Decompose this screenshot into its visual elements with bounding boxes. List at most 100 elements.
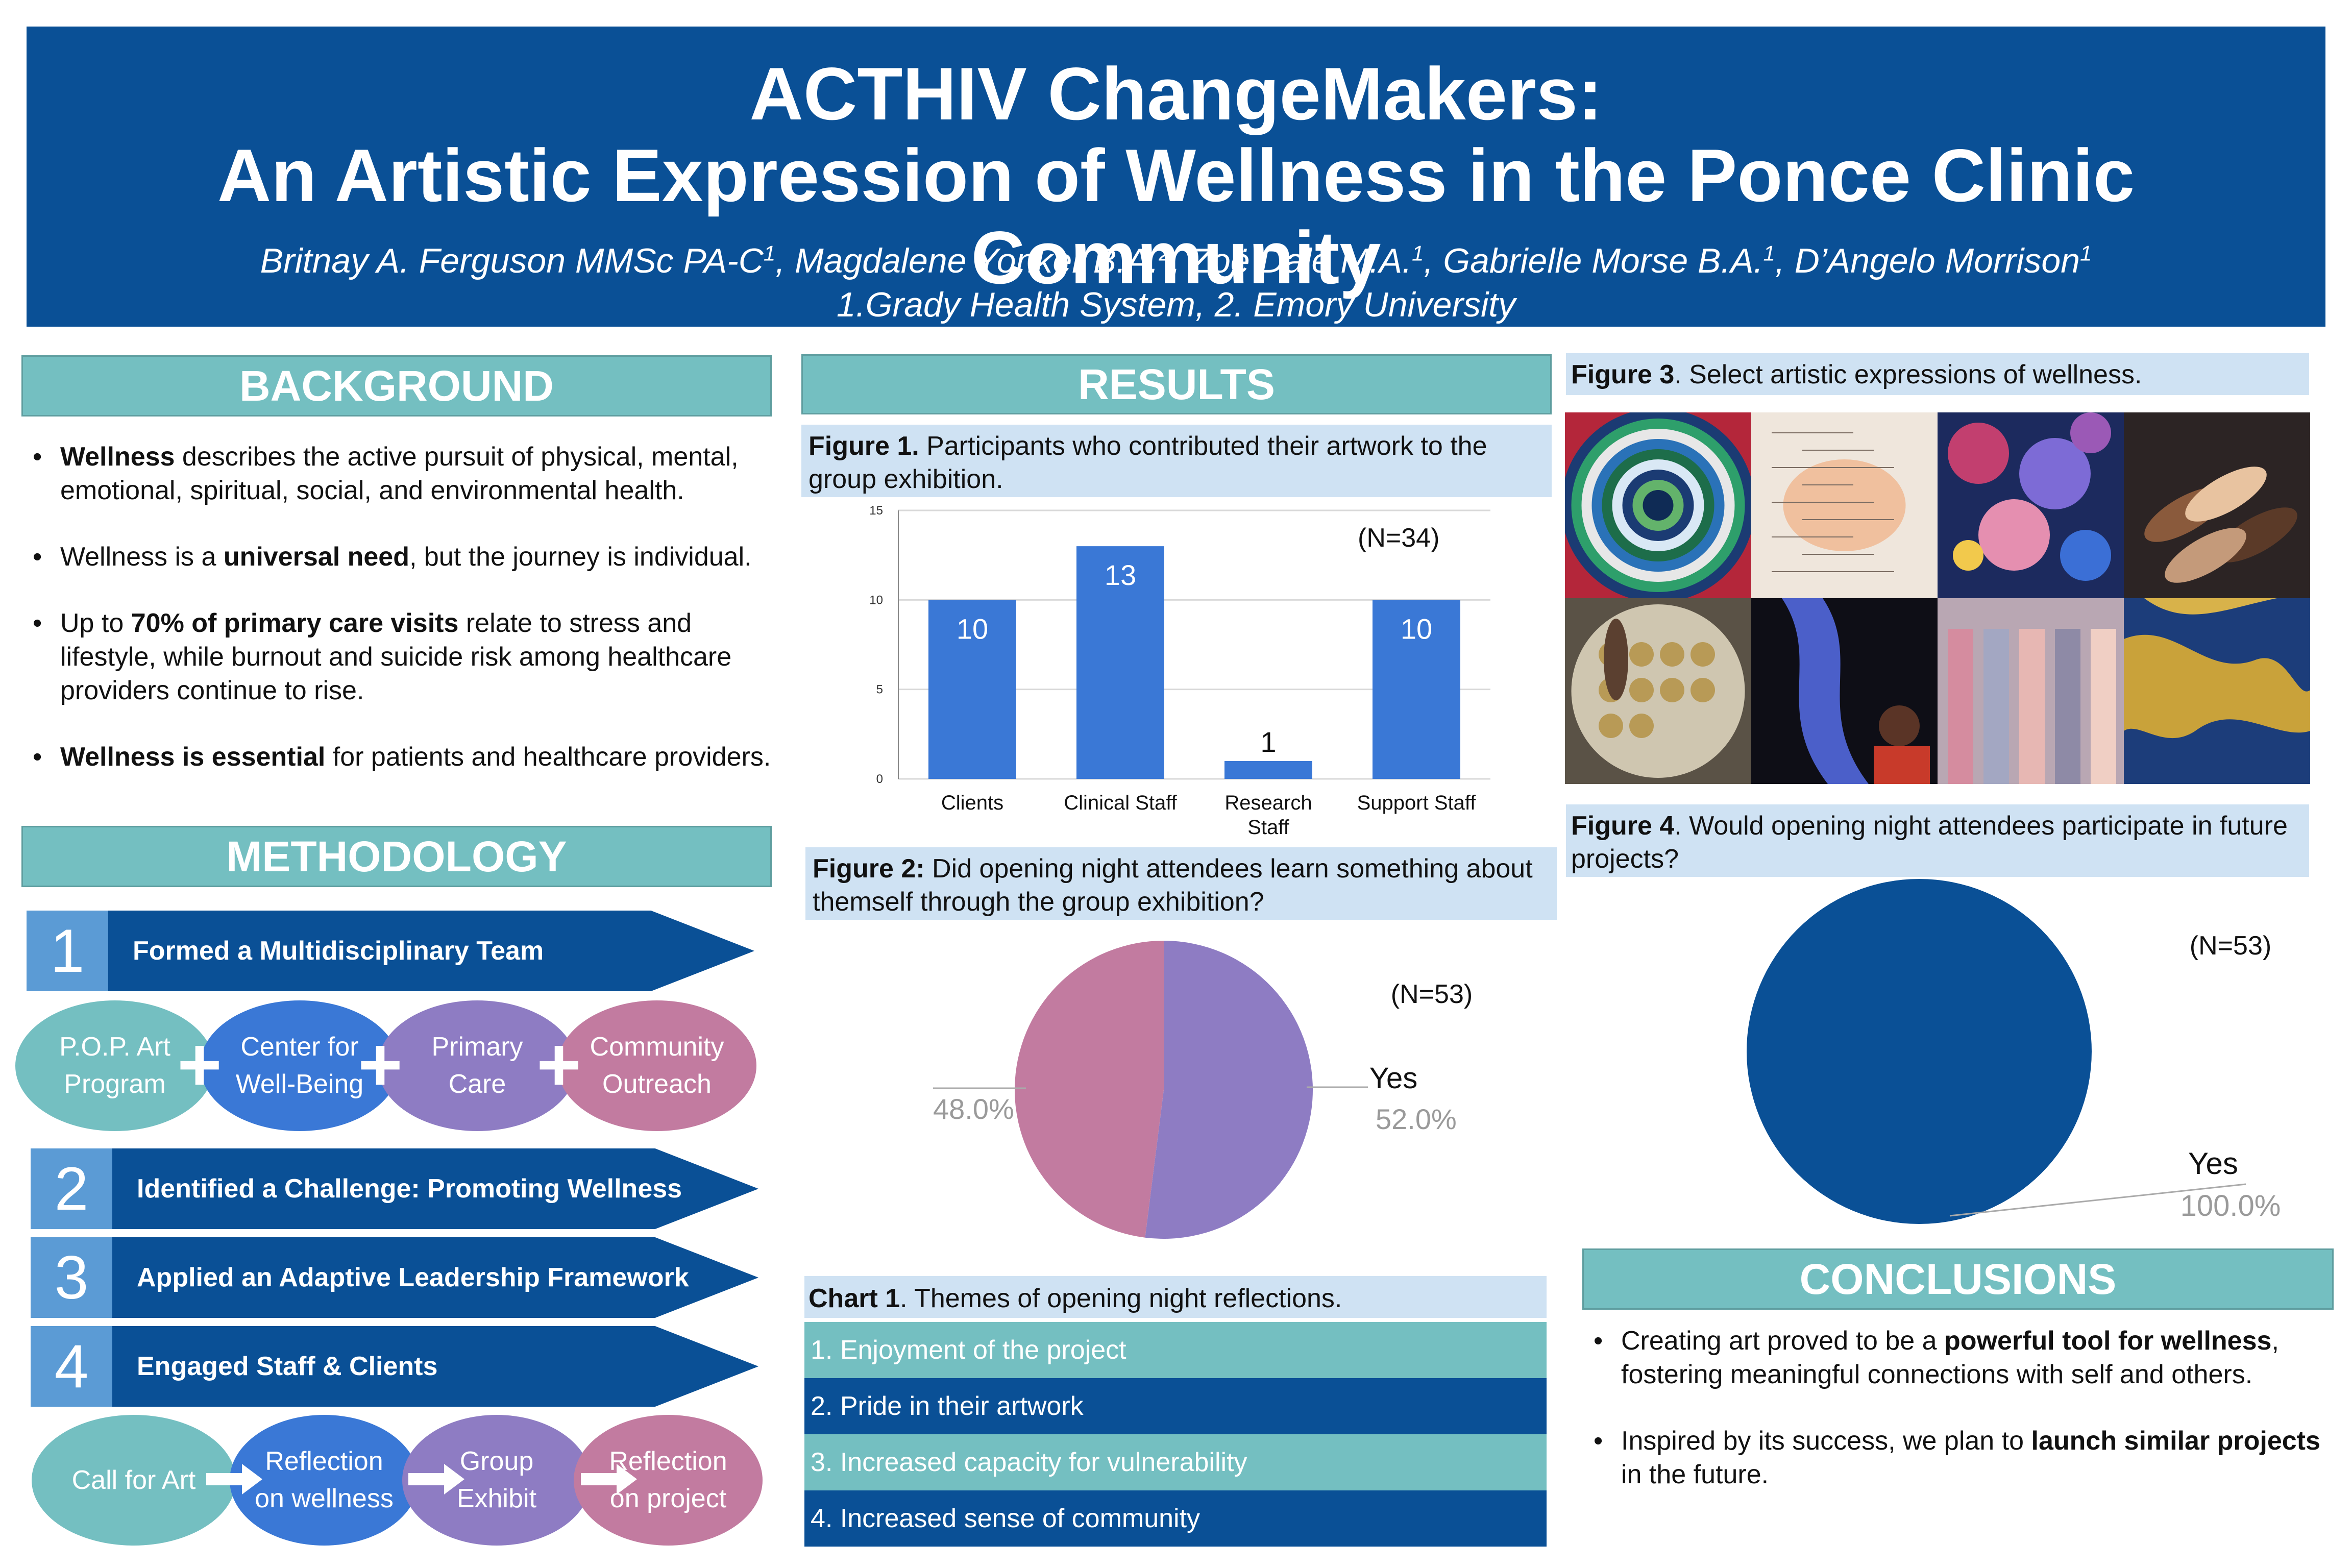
y-tick-label: 10 <box>869 593 883 607</box>
process-step-label: Reflection on project <box>609 1443 727 1517</box>
team-member-label-line1: Center for <box>240 1032 359 1062</box>
step-arrow: Formed a Multidisciplinary Team <box>108 911 754 991</box>
author-name: D’Angelo Morrison <box>1794 241 2080 280</box>
bar-value-label: 10 <box>957 612 988 645</box>
bullet-text: Creating art proved to be a <box>1621 1326 1945 1356</box>
team-member-label-line2: Outreach <box>602 1069 712 1099</box>
author-name: Zoë Dale M.A. <box>1190 241 1412 280</box>
process-step-label-line2: on project <box>609 1484 727 1513</box>
chart1-caption-text: . Themes of opening night reflections. <box>900 1284 1342 1313</box>
team-member-label-line1: Community <box>590 1032 724 1062</box>
pie-slice <box>1014 941 1164 1238</box>
process-step-label-line1: Reflection <box>265 1447 383 1477</box>
figure2-caption-label: Figure 2: <box>813 854 925 884</box>
process-step-label: Group Exhibit <box>457 1443 536 1517</box>
bullet-item: Creating art proved to be a powerful too… <box>1582 1324 2334 1391</box>
figure1-n-label: (N=34) <box>1358 523 1440 553</box>
bullet-text: for patients and healthcare providers. <box>325 742 771 772</box>
right-arrow-icon <box>408 1464 464 1494</box>
author-separator: , <box>775 241 795 280</box>
yes-label: Yes <box>2188 1146 2238 1181</box>
author-affiliation-mark: 1 <box>2080 241 2092 265</box>
bullet-emphasis: Wellness is essential <box>60 742 326 772</box>
bullet-item: Up to 70% of primary care visits relate … <box>21 606 772 707</box>
bullet-item: Inspired by its success, we plan to laun… <box>1582 1424 2334 1491</box>
author-affiliation-mark: 2 <box>1159 241 1171 265</box>
author-name: Britnay A. Ferguson MMSc PA-C <box>260 241 764 280</box>
bullet-emphasis: launch similar projects <box>2031 1426 2320 1456</box>
leader-line <box>1949 1183 2246 1217</box>
pastel-stripes-painting-icon <box>1938 598 2124 784</box>
process-step-ellipse: Call for Art <box>32 1415 236 1546</box>
x-category-label: Clinical Staff <box>1064 792 1177 814</box>
team-member-label-line1: Primary <box>431 1032 523 1062</box>
team-member-ellipse: P.O.P. Art Program <box>15 1000 214 1131</box>
step-label: Identified a Challenge: Promoting Wellne… <box>137 1174 682 1204</box>
plus-icon: + <box>177 1021 222 1107</box>
team-member-ellipse: Community Outreach <box>557 1000 756 1131</box>
learned-something-pie-chart: (N=53) Yes 52.0% 48.0% <box>933 941 1473 1239</box>
step-number-box: 1 <box>27 911 108 991</box>
bullet-emphasis: powerful tool for wellness <box>1944 1326 2272 1356</box>
process-step-label: Reflection on wellness <box>255 1443 394 1517</box>
right-arrow-icon <box>581 1464 637 1494</box>
author-name: Gabrielle Morse B.A. <box>1443 241 1763 280</box>
affiliations: 1.Grady Health System, 2. Emory Universi… <box>836 285 1516 324</box>
team-member-label-line2: Care <box>448 1069 506 1099</box>
process-step-label-line1: Call for Art <box>71 1465 196 1495</box>
author-separator: , <box>1170 241 1190 280</box>
team-member-label-line2: Well-Being <box>235 1069 364 1099</box>
x-category-label: Clients <box>941 792 1003 814</box>
author-affiliation-mark: 1 <box>1763 241 1775 265</box>
team-member-ellipse: Primary Care <box>378 1000 577 1131</box>
bullet-item: Wellness is a universal need, but the jo… <box>21 540 772 574</box>
author-affiliation-mark: 1 <box>763 241 776 265</box>
bullet-text: describes the active pursuit of physical… <box>60 442 739 506</box>
colorful-textured-sculpture-icon <box>1938 412 2124 598</box>
pie-slice <box>1145 941 1313 1239</box>
step-label: Engaged Staff & Clients <box>137 1352 438 1381</box>
right-arrow-icon <box>206 1464 262 1494</box>
step-label: Applied an Adaptive Leadership Framework <box>137 1263 689 1292</box>
bullet-emphasis: Wellness <box>60 442 175 472</box>
future-participation-pie-chart: (N=53) Yes 100.0% <box>1747 879 2281 1224</box>
yes-percent-label: 52.0% <box>1376 1103 1457 1135</box>
y-tick-label: 0 <box>876 772 883 786</box>
figure4-n-label: (N=53) <box>2190 931 2271 961</box>
step-arrow: Engaged Staff & Clients <box>112 1326 758 1407</box>
figure2-caption-text: Did opening night attendees learn someth… <box>813 854 1533 917</box>
figure2-caption: Figure 2: Did opening night attendees le… <box>805 847 1557 920</box>
yes-label: Yes <box>1369 1062 1418 1095</box>
y-tick-label: 5 <box>876 683 883 697</box>
concentric-circles-painting-icon <box>1565 412 1751 598</box>
bullet-item: Wellness is essential for patients and h… <box>21 740 772 774</box>
team-member-ellipse: Center for Well-Being <box>200 1000 399 1131</box>
bar <box>928 600 1016 779</box>
yes-percent-label: 100.0% <box>2180 1189 2281 1222</box>
figure4-caption-label: Figure 4 <box>1571 811 1675 841</box>
step-label: Formed a Multidisciplinary Team <box>133 936 544 966</box>
process-step-label-line1: Reflection <box>609 1447 727 1477</box>
conclusions-bullets: Creating art proved to be a powerful too… <box>1582 1324 2334 1524</box>
process-step-label-line2: Exhibit <box>456 1484 537 1513</box>
step-number-box: 2 <box>31 1148 112 1229</box>
theme-row: 2. Pride in their artwork <box>804 1378 1547 1434</box>
x-category-label: Research <box>1224 792 1312 814</box>
author-affiliation-mark: 1 <box>1412 241 1424 265</box>
bar-value-label: 10 <box>1401 612 1432 645</box>
bullet-text: Wellness is a <box>60 542 224 572</box>
handwritten-text-artwork-icon <box>1751 412 1938 598</box>
abstract-figure-photo-icon <box>1751 598 1938 784</box>
author-separator: , <box>1424 241 1443 280</box>
title-line-2: An Artistic Expression of Wellness in th… <box>217 134 2135 299</box>
joined-hands-photo-icon <box>2124 412 2310 598</box>
step-arrow: Identified a Challenge: Promoting Wellne… <box>112 1148 758 1229</box>
process-step-ellipse: Reflection on wellness <box>230 1415 419 1546</box>
author-separator: , <box>1775 241 1795 280</box>
theme-text: 3. Increased capacity for vulnerability <box>811 1448 1247 1477</box>
title-line-1: ACTHIV ChangeMakers: <box>749 52 1603 135</box>
artwork-image-grid <box>1565 412 2310 784</box>
bullet-text: , but the journey is individual. <box>409 542 752 572</box>
process-step-label-line1: Group <box>459 1447 534 1477</box>
team-member-label-line2: Program <box>64 1069 166 1099</box>
